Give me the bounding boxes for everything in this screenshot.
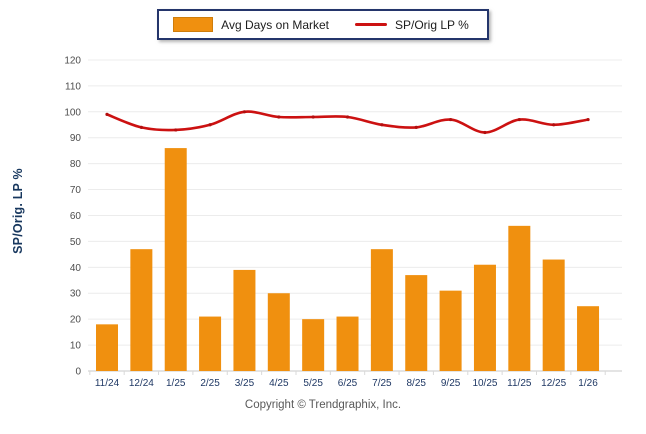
x-tick-label: 7/25 — [372, 378, 392, 389]
bar-2/25 — [199, 316, 222, 371]
copyright-text: Copyright © Trendgraphix, Inc. — [244, 399, 402, 411]
y-tick-label: 70 — [70, 185, 82, 196]
line-point-12/25 — [552, 123, 556, 127]
y-tick-label: 110 — [65, 81, 81, 92]
legend-item-avg-days: Avg Days on Market — [173, 17, 329, 32]
x-tick-label: 4/25 — [269, 378, 289, 389]
x-tick-label: 3/25 — [235, 378, 255, 389]
bar-12/25 — [542, 259, 565, 371]
bar-4/25 — [267, 293, 290, 371]
x-tick-label: 12/25 — [541, 378, 566, 389]
bar-line-chart: 0 10 20 30 40 50 60 70 80 90 100 110 120 11/24 12/24 1/… — [64, 55, 622, 389]
bar-6/25 — [336, 316, 359, 371]
x-tick-label: 5/25 — [303, 378, 323, 389]
chart-legend: Avg Days on Market SP/Orig LP % — [0, 9, 646, 40]
bar-3/25 — [233, 269, 256, 371]
x-tick-label: 2/25 — [200, 378, 220, 389]
line-point-1/25 — [174, 128, 178, 132]
bar-11/24 — [96, 324, 118, 371]
line-point-4/25 — [277, 115, 281, 119]
x-tick-label: 1/26 — [578, 378, 598, 389]
line-point-11/24 — [105, 112, 109, 116]
legend-box: Avg Days on Market SP/Orig LP % — [157, 9, 489, 40]
x-tick-label: 1/25 — [166, 378, 186, 389]
bar-5/25 — [302, 319, 325, 371]
y-tick-label: 120 — [64, 55, 81, 66]
line-point-12/24 — [139, 125, 143, 129]
line-point-1/26 — [586, 117, 590, 122]
y-tick-label: 30 — [70, 289, 82, 300]
bar-9/25 — [439, 290, 462, 371]
bar-11/25 — [508, 225, 531, 371]
line-point-7/25 — [380, 123, 384, 127]
bar-1/26 — [577, 306, 600, 371]
x-tick-label: 10/25 — [472, 378, 497, 389]
y-tick-label: 20 — [70, 315, 82, 326]
y-tick-label: 90 — [70, 133, 82, 144]
x-tick-label: 8/25 — [407, 378, 427, 389]
bar-swatch-icon — [173, 17, 214, 32]
x-tick-label: 6/25 — [338, 378, 358, 389]
y-tick-label: 0 — [75, 367, 81, 378]
x-tick-label: 9/25 — [441, 378, 461, 389]
line-point-2/25 — [208, 123, 212, 127]
line-point-11/25 — [517, 117, 521, 122]
y-tick-label: 100 — [64, 107, 81, 118]
line-point-8/25 — [414, 125, 418, 129]
x-tick-label: 11/24 — [95, 378, 120, 389]
y-tick-label: 40 — [70, 263, 82, 274]
chart-plot-area: 0 10 20 30 40 50 60 70 80 90 100 110 120 11/24 12/24 1/… — [0, 40, 646, 396]
legend-item-sp-orig-lp: SP/Orig LP % — [355, 18, 469, 32]
bar-8/25 — [405, 275, 428, 371]
bar-12/24 — [130, 249, 153, 371]
y-tick-label: 10 — [70, 341, 82, 352]
line-point-10/25 — [483, 130, 487, 135]
line-point-9/25 — [449, 117, 453, 122]
x-tick-label: 11/25 — [507, 378, 532, 389]
line-swatch-icon — [355, 23, 387, 26]
line-point-6/25 — [345, 115, 350, 119]
y-tick-label: 50 — [70, 237, 82, 248]
bar-10/25 — [473, 264, 496, 371]
line-point-5/25 — [311, 115, 315, 119]
legend-label-sp-orig-lp: SP/Orig LP % — [395, 17, 469, 32]
bar-1/25 — [164, 148, 187, 371]
sp-orig-lp-line — [105, 110, 590, 134]
bar-7/25 — [370, 249, 393, 371]
legend-label-avg-days: Avg Days on Market — [221, 17, 329, 32]
y-tick-label: 60 — [70, 211, 82, 222]
x-tick-label: 12/24 — [129, 378, 154, 389]
y-tick-label: 80 — [70, 159, 82, 170]
line-point-3/25 — [242, 110, 247, 114]
